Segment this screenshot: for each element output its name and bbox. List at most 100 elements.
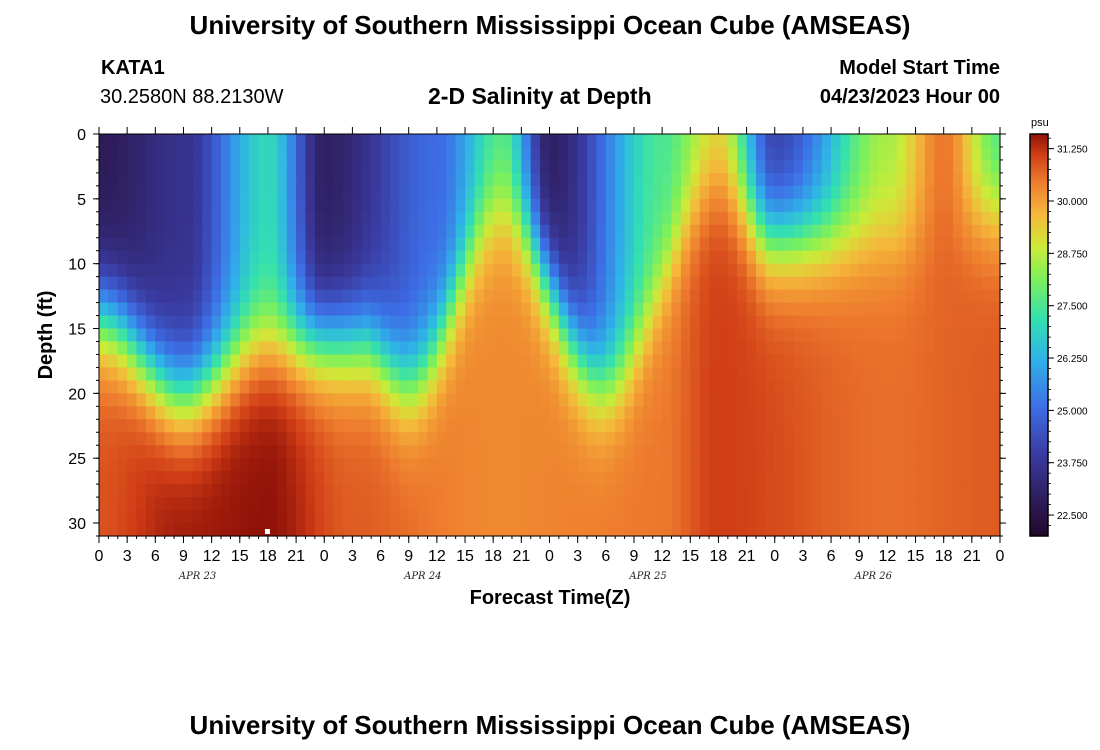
heatmap-cell: [389, 523, 400, 537]
heatmap-cell: [127, 198, 138, 213]
heatmap-cell: [709, 172, 720, 187]
heatmap-cell: [99, 367, 109, 381]
heatmap-cell: [755, 510, 766, 524]
heatmap-cell: [896, 172, 907, 187]
heatmap-cell: [549, 380, 560, 394]
heatmap-cell: [821, 445, 832, 459]
heatmap-cell: [840, 471, 851, 485]
heatmap-cell: [727, 419, 738, 433]
heatmap-cell: [690, 237, 701, 252]
heatmap-cell: [990, 445, 1001, 459]
heatmap-cell: [427, 159, 438, 174]
heatmap-cell: [812, 406, 823, 420]
heatmap-cell: [849, 289, 860, 304]
heatmap-cell: [943, 237, 954, 252]
heatmap-cell: [352, 393, 363, 407]
heatmap-cell: [483, 224, 494, 239]
heatmap-cell: [605, 198, 616, 213]
heatmap-cell: [896, 185, 907, 200]
heatmap-cell: [99, 185, 109, 200]
heatmap-cell: [399, 224, 410, 239]
heatmap-cell: [718, 445, 729, 459]
heatmap-cell: [971, 341, 982, 356]
heatmap-cell: [427, 328, 438, 343]
heatmap-cell: [521, 367, 532, 381]
heatmap-cell: [389, 289, 400, 304]
heatmap-cell: [859, 237, 870, 252]
heatmap-cell: [812, 393, 823, 407]
heatmap-cell: [399, 523, 410, 537]
heatmap-cell: [831, 497, 842, 511]
heatmap-cell: [155, 159, 166, 174]
heatmap-cell: [483, 445, 494, 459]
heatmap-cell: [540, 497, 551, 511]
heatmap-cell: [155, 224, 166, 239]
heatmap-cell: [530, 263, 541, 278]
heatmap-cell: [549, 146, 560, 161]
heatmap-cell: [427, 315, 438, 330]
heatmap-cell: [99, 380, 109, 394]
heatmap-cell: [483, 250, 494, 265]
heatmap-cell: [136, 328, 147, 343]
heatmap-cell: [174, 406, 185, 420]
heatmap-cell: [793, 315, 804, 330]
heatmap-cell: [587, 458, 598, 472]
heatmap-cell: [145, 172, 156, 187]
heatmap-cell: [962, 250, 973, 265]
heatmap-cell: [802, 315, 813, 330]
heatmap-cell: [277, 172, 288, 187]
heatmap-cell: [690, 419, 701, 433]
heatmap-cell: [286, 328, 297, 343]
heatmap-cell: [953, 510, 964, 524]
heatmap-cell: [784, 393, 795, 407]
heatmap-cell: [324, 198, 335, 213]
heatmap-cell: [108, 289, 119, 304]
heatmap-cell: [418, 250, 429, 265]
heatmap-cell: [277, 263, 288, 278]
heatmap-cell: [784, 185, 795, 200]
heatmap-cell: [540, 211, 551, 226]
heatmap-cell: [981, 458, 992, 472]
heatmap-cell: [680, 523, 691, 537]
heatmap-cell: [737, 523, 748, 537]
heatmap-cell: [155, 510, 166, 524]
heatmap-cell: [793, 432, 804, 446]
heatmap-cell: [314, 146, 325, 161]
heatmap-cell: [164, 185, 175, 200]
heatmap-cell: [943, 484, 954, 498]
heatmap-cell: [502, 419, 513, 433]
heatmap-cell: [267, 328, 278, 343]
heatmap-cell: [352, 523, 363, 537]
heatmap-cell: [558, 263, 569, 278]
heatmap-cell: [915, 432, 926, 446]
heatmap-cell: [859, 497, 870, 511]
heatmap-cell: [690, 276, 701, 291]
heatmap-cell: [371, 146, 382, 161]
heatmap-cell: [615, 523, 626, 537]
heatmap-cell: [108, 354, 119, 369]
heatmap-cell: [896, 484, 907, 498]
heatmap-cell: [145, 380, 156, 394]
heatmap-cell: [652, 354, 663, 369]
heatmap-cell: [408, 354, 419, 369]
heatmap-cell: [305, 393, 316, 407]
heatmap-cell: [680, 276, 691, 291]
heatmap-cell: [371, 484, 382, 498]
heatmap-cell: [896, 198, 907, 213]
heatmap-cell: [108, 146, 119, 161]
heatmap-cell: [558, 484, 569, 498]
heatmap-cell: [211, 185, 222, 200]
heatmap-cell: [962, 211, 973, 226]
heatmap-cell: [746, 211, 757, 226]
heatmap-cell: [971, 146, 982, 161]
heatmap-cell: [709, 354, 720, 369]
heatmap-cell: [774, 523, 785, 537]
heatmap-cell: [793, 497, 804, 511]
heatmap-cell: [108, 484, 119, 498]
heatmap-cell: [117, 328, 128, 343]
heatmap-cell: [249, 198, 260, 213]
heatmap-cell: [943, 276, 954, 291]
heatmap-cell: [249, 432, 260, 446]
heatmap-cell: [540, 263, 551, 278]
heatmap-cell: [906, 134, 917, 148]
